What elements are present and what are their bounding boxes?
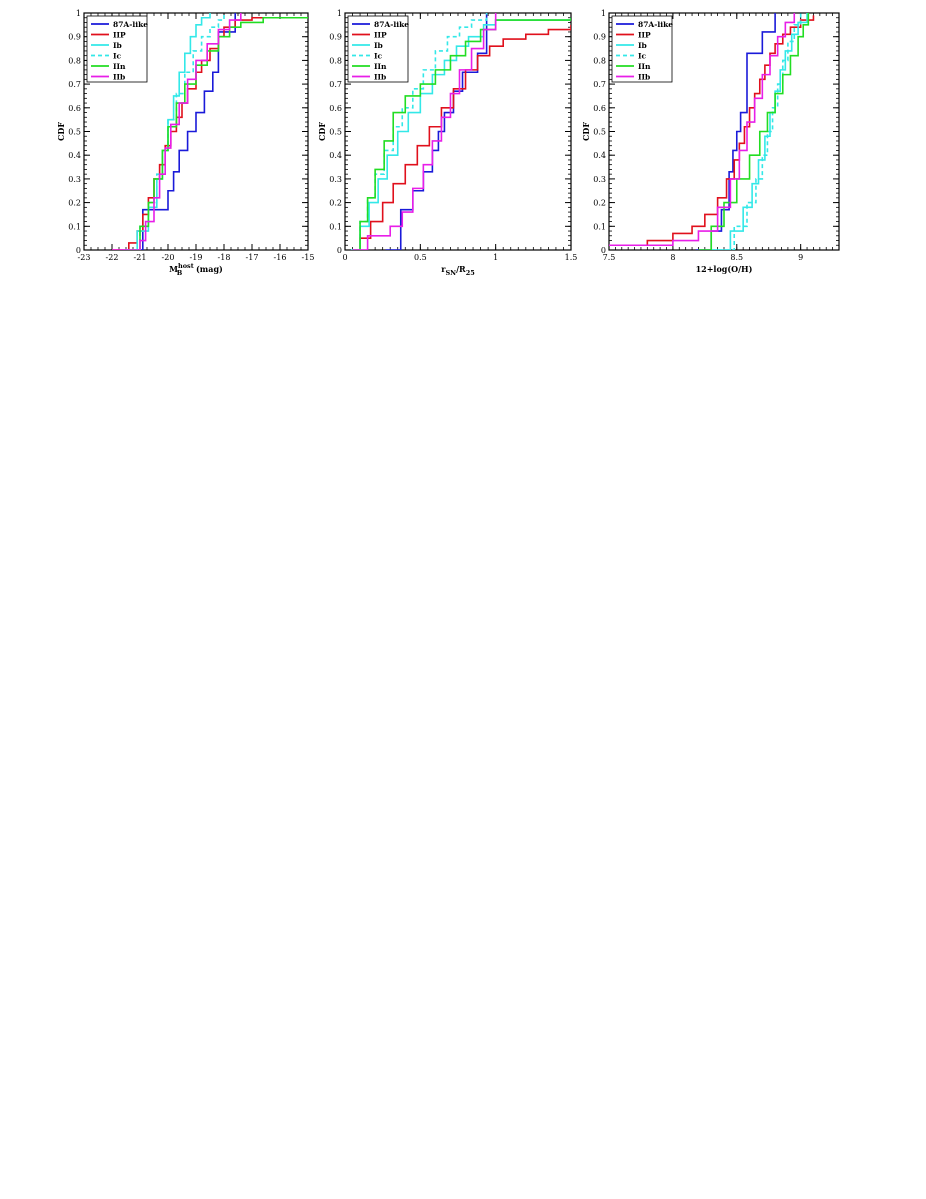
y-tick-label: 0.7 bbox=[593, 80, 606, 89]
legend-label: Ic bbox=[374, 52, 383, 61]
x-axis-label: Mhost B (mag) bbox=[169, 262, 223, 277]
x-tick-label: 8.5 bbox=[730, 253, 743, 262]
legend-label: Ic bbox=[113, 52, 122, 61]
y-tick-label: 0.4 bbox=[593, 151, 606, 160]
series-line-iin bbox=[128, 16, 308, 250]
x-tick-label: 7.5 bbox=[603, 253, 616, 262]
y-tick-label: 0.1 bbox=[68, 222, 81, 231]
panel-3: 7.5 8 8.5 9 0 0.1 0.2 0.3 0.4 0.5 0.6 0.7 0.8 0.9 1 CDF… bbox=[581, 9, 840, 274]
y-tick-label: 0.1 bbox=[329, 222, 342, 231]
x-tick-label: 0.5 bbox=[414, 253, 427, 262]
y-tick-label: 0.9 bbox=[329, 33, 342, 42]
y-tick-label: 0.8 bbox=[68, 56, 81, 65]
x-tick-label: -23 bbox=[78, 253, 91, 262]
series-line-iip bbox=[352, 24, 571, 250]
y-tick-label: 0.7 bbox=[68, 80, 81, 89]
y-tick-label: 0.9 bbox=[593, 33, 606, 42]
x-tick-label: -18 bbox=[218, 253, 231, 262]
y-tick-label: 0.5 bbox=[68, 128, 81, 137]
y-tick-label: 0.3 bbox=[68, 175, 81, 184]
series-line-iin bbox=[352, 17, 571, 250]
y-tick-label: 0.3 bbox=[329, 175, 342, 184]
x-tick-label: -21 bbox=[134, 253, 147, 262]
figure: -23 -22 -21 -20 -19 -18 -17 -16 -15 0 0.1 0.2 0.3 0.4… bbox=[0, 0, 926, 290]
y-tick-label: 0.6 bbox=[68, 104, 81, 113]
legend-label: Ib bbox=[638, 41, 647, 50]
legend-label: IIP bbox=[374, 31, 387, 40]
y-axis-label: CDF bbox=[581, 122, 591, 141]
y-tick-label: 0 bbox=[601, 246, 606, 255]
legend-box bbox=[611, 15, 673, 83]
panel-1: -23 -22 -21 -20 -19 -18 -17 -16 -15 0 0.1 0.2 0.3 0.4… bbox=[56, 9, 314, 277]
legend-label: IIb bbox=[638, 73, 650, 82]
y-tick-label: 1 bbox=[76, 9, 81, 18]
y-tick-label: 1 bbox=[337, 9, 342, 18]
legend-label: Ib bbox=[374, 41, 383, 50]
y-axis-label: CDF bbox=[317, 122, 327, 141]
y-axis-label: CDF bbox=[56, 122, 66, 141]
x-axis-label: rSN/R25 bbox=[441, 264, 475, 277]
y-tick-label: 0.8 bbox=[593, 56, 606, 65]
x-tick-label: -15 bbox=[302, 253, 315, 262]
legend-label: 87A-like bbox=[374, 20, 409, 29]
y-tick-label: 0.6 bbox=[329, 104, 342, 113]
y-tick-label: 0.5 bbox=[593, 128, 606, 137]
legend-label: IIn bbox=[113, 62, 126, 71]
legend-label: 87A-like bbox=[638, 20, 673, 29]
y-tick-label: 0.2 bbox=[329, 199, 342, 208]
y-tick-label: 0 bbox=[76, 246, 81, 255]
x-tick-label: -20 bbox=[162, 253, 175, 262]
legend-label: IIn bbox=[638, 62, 651, 71]
legend-label: IIb bbox=[374, 73, 386, 82]
y-tick-label: 0.4 bbox=[68, 151, 81, 160]
y-tick-label: 0.2 bbox=[593, 199, 606, 208]
series-line-iin bbox=[698, 13, 810, 250]
x-tick-label: 1 bbox=[493, 253, 498, 262]
y-tick-label: 0.7 bbox=[329, 80, 342, 89]
panel-2: 0 0.5 1 1.5 0 0.1 0.2 0.3 0.4 0.5 0.6 0.7 0.8 0.9 1 CDF… bbox=[317, 9, 577, 277]
x-tick-label: 1.5 bbox=[565, 253, 578, 262]
legend-box bbox=[86, 15, 148, 83]
x-tick-label: -16 bbox=[274, 253, 287, 262]
legend-label: Ic bbox=[638, 52, 647, 61]
y-tick-label: 0.2 bbox=[68, 199, 81, 208]
series-line-87a-like bbox=[134, 13, 236, 250]
y-tick-label: 0.9 bbox=[68, 33, 81, 42]
series-line-iib bbox=[609, 13, 796, 247]
y-tick-label: 0.4 bbox=[329, 151, 342, 160]
x-tick-label: 9 bbox=[798, 253, 803, 262]
legend-label: IIP bbox=[638, 31, 651, 40]
legend-label: 87A-like bbox=[113, 20, 148, 29]
y-tick-label: 0.8 bbox=[329, 56, 342, 65]
y-tick-label: 0.3 bbox=[593, 175, 606, 184]
x-tick-label: -17 bbox=[246, 253, 259, 262]
series-line-iib bbox=[112, 13, 242, 250]
y-tick-label: 0.5 bbox=[329, 128, 342, 137]
x-tick-label: 0 bbox=[342, 253, 347, 262]
legend-label: Ib bbox=[113, 41, 122, 50]
y-tick-label: 0.1 bbox=[593, 222, 606, 231]
series-line-iib bbox=[352, 13, 497, 250]
legend-label: IIn bbox=[374, 62, 387, 71]
x-tick-label: -22 bbox=[106, 253, 119, 262]
x-tick-label: 8 bbox=[670, 253, 675, 262]
legend-box bbox=[347, 15, 409, 83]
x-tick-label: -19 bbox=[190, 253, 203, 262]
legend-label: IIb bbox=[113, 73, 125, 82]
y-tick-label: 0.6 bbox=[593, 104, 606, 113]
series-line-87a-like bbox=[695, 13, 776, 250]
cdf-figure: -23 -22 -21 -20 -19 -18 -17 -16 -15 0 0.1 0.2 0.3 0.4… bbox=[56, 9, 840, 277]
series-line-ic bbox=[126, 13, 225, 250]
x-axis-label: 12+log(O/H) bbox=[696, 264, 753, 274]
y-tick-label: 0 bbox=[337, 246, 342, 255]
series-line-ic bbox=[711, 13, 802, 250]
legend-label: IIP bbox=[113, 31, 126, 40]
y-tick-label: 1 bbox=[601, 9, 606, 18]
